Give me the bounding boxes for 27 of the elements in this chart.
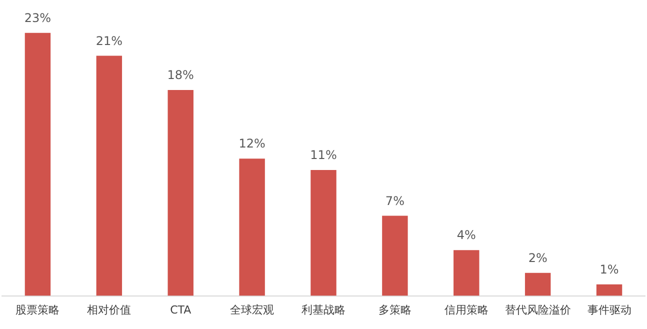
bar	[310, 170, 336, 296]
x-tick-label: 股票策略	[16, 303, 60, 316]
data-label: 4%	[456, 228, 476, 242]
data-label: 23%	[24, 10, 52, 25]
data-label: 21%	[96, 34, 123, 48]
bar	[96, 56, 122, 296]
bar	[239, 158, 265, 296]
x-tick-label: 替代风险溢价	[504, 303, 571, 316]
bar	[454, 250, 480, 296]
data-label: 12%	[238, 136, 266, 151]
bar	[382, 216, 408, 296]
data-label: 11%	[310, 148, 337, 162]
bar	[24, 32, 51, 296]
data-label: 1%	[600, 262, 619, 276]
data-label: 2%	[528, 251, 548, 266]
x-tick-label: 多策略	[378, 303, 412, 316]
bar	[596, 284, 622, 296]
x-tick-label: CTA	[170, 303, 192, 316]
x-tick-label: 信用策略	[444, 303, 488, 316]
x-tick-label: 全球宏观	[230, 303, 274, 316]
data-label: 7%	[385, 194, 404, 208]
bar	[524, 272, 551, 296]
data-label: 18%	[167, 68, 194, 82]
x-tick-label: 利基战略	[302, 303, 346, 316]
x-tick-label: 事件驱动	[587, 303, 632, 316]
x-tick-label: 相对价值	[87, 303, 132, 316]
bar	[168, 90, 194, 296]
